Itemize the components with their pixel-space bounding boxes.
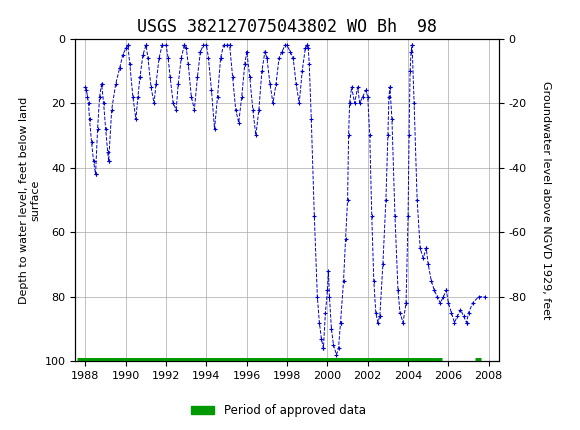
- Title: USGS 382127075043802 WO Bh  98: USGS 382127075043802 WO Bh 98: [137, 18, 437, 36]
- Y-axis label: Depth to water level, feet below land
surface: Depth to water level, feet below land su…: [19, 96, 41, 304]
- Legend: Period of approved data: Period of approved data: [186, 399, 371, 422]
- Y-axis label: Groundwater level above NGVD 1929, feet: Groundwater level above NGVD 1929, feet: [541, 81, 550, 319]
- Text: ≡USGS: ≡USGS: [9, 7, 63, 25]
